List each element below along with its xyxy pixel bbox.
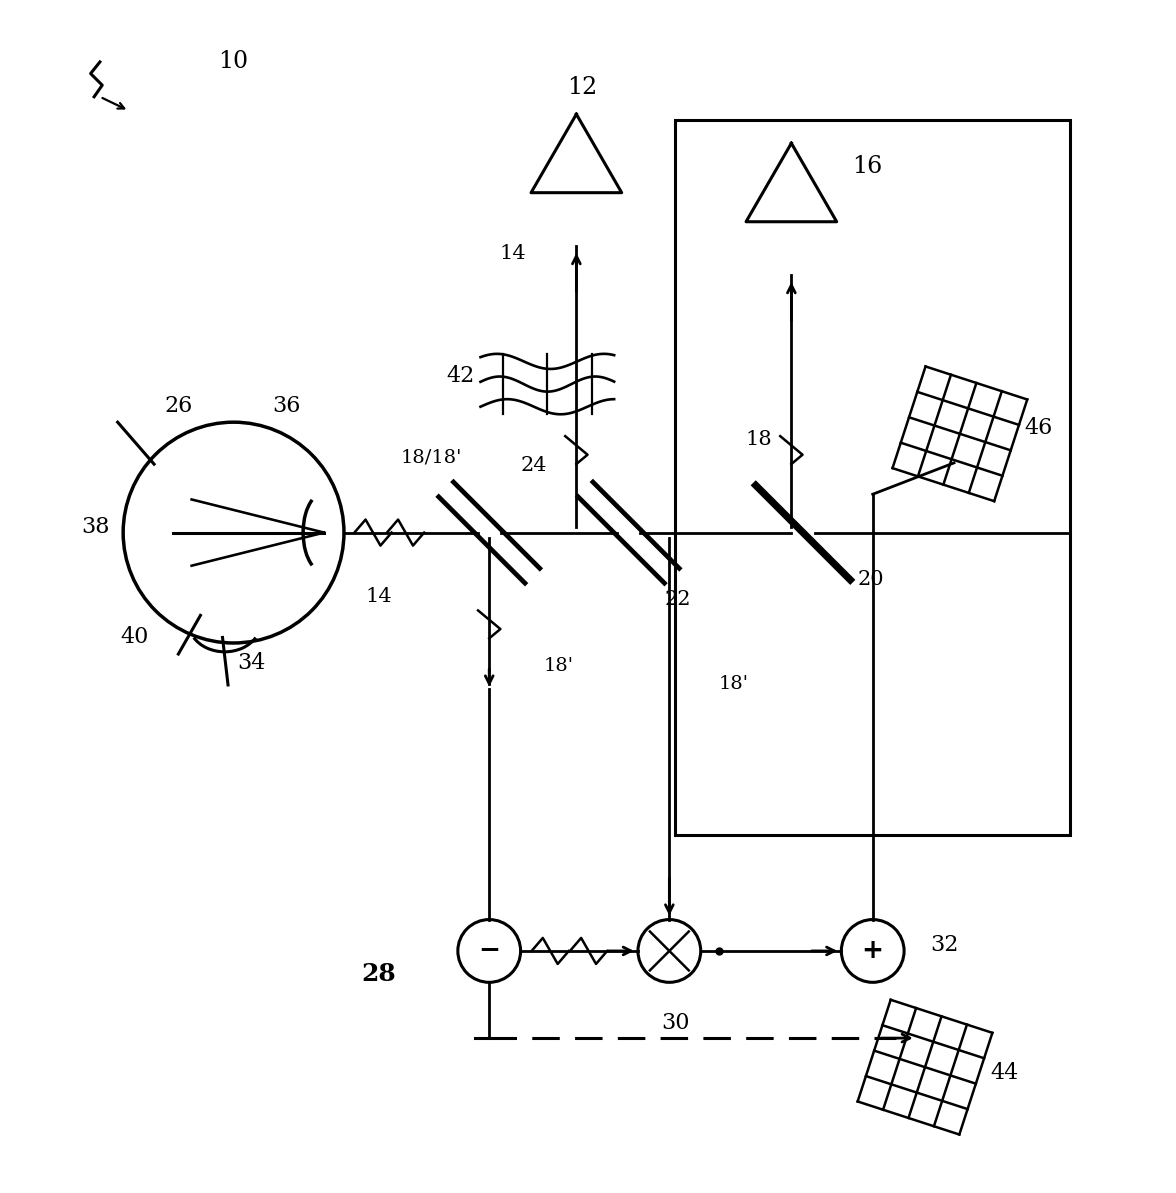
Text: 40: 40 (120, 626, 148, 649)
Text: 34: 34 (236, 651, 265, 674)
Text: 14: 14 (366, 587, 392, 606)
Bar (675, 120, 1070, 835)
Text: 16: 16 (851, 155, 882, 178)
Text: 20: 20 (857, 569, 883, 588)
Text: 18/18': 18/18' (400, 449, 462, 466)
Text: 12: 12 (567, 76, 597, 99)
Text: 14: 14 (499, 245, 526, 264)
Text: 18': 18' (544, 657, 574, 675)
Text: 32: 32 (930, 934, 958, 956)
Text: 28: 28 (361, 963, 396, 987)
Text: 38: 38 (81, 515, 109, 538)
Text: 36: 36 (273, 395, 301, 416)
Text: 18': 18' (719, 675, 748, 693)
Text: 26: 26 (165, 395, 193, 416)
Text: 46: 46 (1024, 418, 1053, 439)
Text: +: + (862, 938, 883, 964)
Text: 30: 30 (661, 1012, 689, 1034)
Text: 22: 22 (664, 591, 690, 610)
Text: 10: 10 (219, 50, 248, 74)
Text: −: − (479, 938, 500, 964)
Text: 24: 24 (520, 456, 547, 475)
Text: 18: 18 (746, 431, 773, 449)
Text: 42: 42 (446, 365, 474, 387)
Text: 44: 44 (990, 1062, 1018, 1084)
